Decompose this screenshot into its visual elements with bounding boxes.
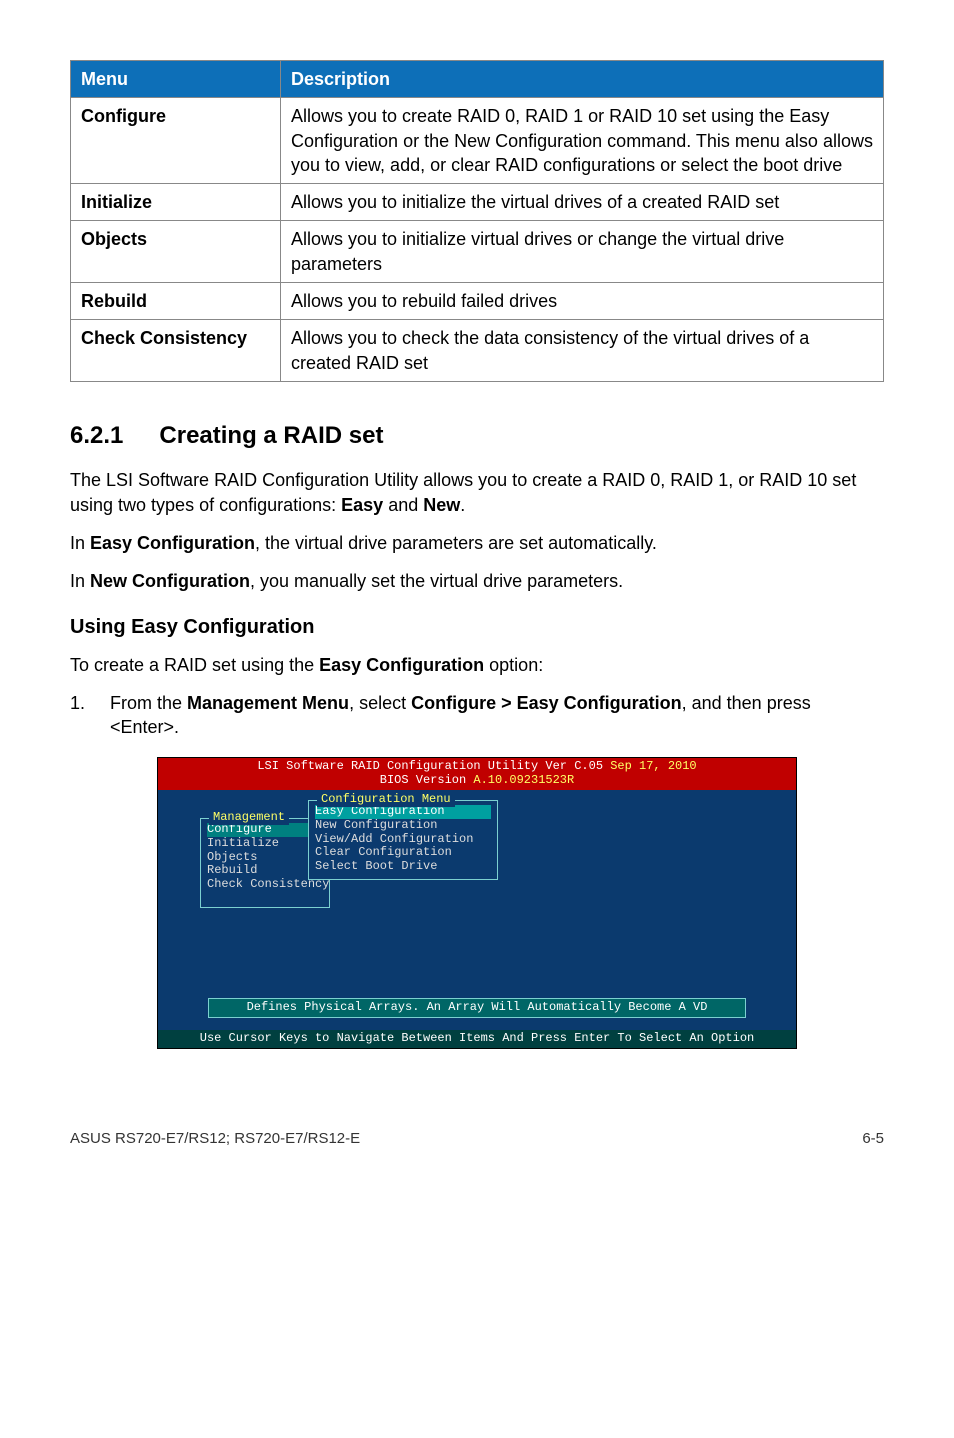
footer-left: ASUS RS720-E7/RS12; RS720-E7/RS12-E	[70, 1129, 360, 1149]
table-row: RebuildAllows you to rebuild failed driv…	[71, 283, 884, 320]
menu-cell: Configure	[71, 98, 281, 184]
section-p1: The LSI Software RAID Configuration Util…	[70, 468, 884, 517]
section-number: 6.2.1	[70, 420, 123, 452]
table-row: ObjectsAllows you to initialize virtual …	[71, 221, 884, 283]
section-p3: In New Configuration, you manually set t…	[70, 569, 884, 593]
steps-list: 1. From the Management Menu, select Conf…	[70, 691, 884, 740]
th-menu: Menu	[71, 61, 281, 98]
bios-header: LSI Software RAID Configuration Utility …	[158, 758, 796, 790]
bios-body: Management ConfigureInitializeObjectsReb…	[158, 790, 796, 1030]
bios-footer: Use Cursor Keys to Navigate Between Item…	[158, 1030, 796, 1048]
conf-item[interactable]: Easy Configuration	[315, 805, 491, 819]
conf-item[interactable]: Clear Configuration	[315, 846, 491, 860]
conf-item[interactable]: New Configuration	[315, 819, 491, 833]
step-1: 1. From the Management Menu, select Conf…	[70, 691, 884, 740]
menu-cell: Rebuild	[71, 283, 281, 320]
menu-cell: Check Consistency	[71, 320, 281, 382]
page-footer: ASUS RS720-E7/RS12; RS720-E7/RS12-E 6-5	[70, 1129, 884, 1149]
management-title: Management	[209, 811, 289, 825]
subsection-intro: To create a RAID set using the Easy Conf…	[70, 653, 884, 677]
subsection-heading: Using Easy Configuration	[70, 614, 884, 641]
menu-cell: Objects	[71, 221, 281, 283]
desc-cell: Allows you to initialize the virtual dri…	[281, 184, 884, 221]
menu-cell: Initialize	[71, 184, 281, 221]
mgmt-item[interactable]: Initialize	[207, 837, 323, 851]
desc-cell: Allows you to initialize virtual drives …	[281, 221, 884, 283]
mgmt-item[interactable]: Rebuild	[207, 864, 323, 878]
desc-cell: Allows you to create RAID 0, RAID 1 or R…	[281, 98, 884, 184]
table-row: ConfigureAllows you to create RAID 0, RA…	[71, 98, 884, 184]
configuration-panel: Configuration Menu Easy ConfigurationNew…	[308, 800, 498, 880]
mgmt-item[interactable]: Check Consistency	[207, 878, 323, 892]
conf-item[interactable]: Select Boot Drive	[315, 860, 491, 874]
mgmt-item[interactable]: Objects	[207, 851, 323, 865]
desc-cell: Allows you to check the data consistency…	[281, 320, 884, 382]
conf-item[interactable]: View/Add Configuration	[315, 833, 491, 847]
section-heading: 6.2.1 Creating a RAID set	[70, 420, 884, 452]
footer-right: 6-5	[862, 1129, 884, 1149]
table-row: Check ConsistencyAllows you to check the…	[71, 320, 884, 382]
bios-status: Defines Physical Arrays. An Array Will A…	[208, 998, 746, 1018]
th-desc: Description	[281, 61, 884, 98]
configuration-title: Configuration Menu	[317, 793, 455, 807]
table-row: InitializeAllows you to initialize the v…	[71, 184, 884, 221]
desc-cell: Allows you to rebuild failed drives	[281, 283, 884, 320]
bios-screenshot: LSI Software RAID Configuration Utility …	[157, 757, 797, 1048]
mgmt-item[interactable]: Configure	[207, 823, 323, 837]
section-title: Creating a RAID set	[159, 422, 383, 449]
section-p2: In Easy Configuration, the virtual drive…	[70, 531, 884, 555]
menu-description-table: Menu Description ConfigureAllows you to …	[70, 60, 884, 382]
